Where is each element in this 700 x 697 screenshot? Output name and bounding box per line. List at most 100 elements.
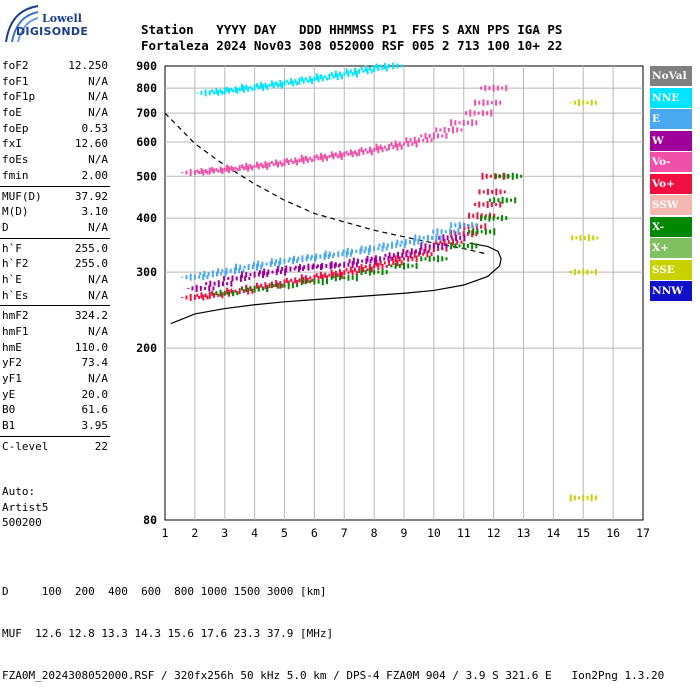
echo-mark xyxy=(462,222,465,228)
echo-mark xyxy=(281,266,284,271)
echo-mark xyxy=(270,161,273,165)
echo-mark xyxy=(476,212,479,220)
echo-mark xyxy=(489,229,492,234)
echo-mark xyxy=(287,81,290,85)
echo-mark xyxy=(239,264,242,270)
echo-mark xyxy=(377,66,380,72)
echo-mark xyxy=(475,243,478,249)
echo-mark xyxy=(493,228,496,236)
echo-mark xyxy=(304,279,307,285)
echo-mark xyxy=(238,288,241,295)
echo-mark xyxy=(241,83,244,91)
echo-mark xyxy=(270,283,273,289)
param-value: N/A xyxy=(88,272,108,286)
echo-mark xyxy=(496,216,499,220)
echo-mark xyxy=(484,85,487,92)
echo-mark xyxy=(217,293,220,297)
echo-mark xyxy=(447,127,450,132)
echo-mark xyxy=(343,151,346,157)
echo-mark xyxy=(205,282,208,286)
echo-mark xyxy=(311,264,314,270)
echo-mark xyxy=(223,290,226,296)
legend-item: NoVal xyxy=(650,66,692,86)
param-label: foEs xyxy=(2,153,29,167)
echo-mark xyxy=(439,235,442,241)
echo-mark xyxy=(478,189,481,195)
echo-mark xyxy=(366,150,369,154)
x-tick-label: 1 xyxy=(162,526,169,540)
echo-mark xyxy=(289,266,292,272)
echo-mark xyxy=(396,239,399,245)
echo-mark xyxy=(213,281,216,286)
echo-mark xyxy=(321,154,324,162)
legend-item: Vo+ xyxy=(650,173,692,194)
echo-mark xyxy=(242,289,245,294)
echo-mark xyxy=(400,144,403,150)
echo-mark xyxy=(578,99,581,107)
echo-mark xyxy=(226,164,229,172)
echo-mark xyxy=(432,256,435,261)
echo-mark xyxy=(383,145,386,149)
echo-mark xyxy=(377,146,380,154)
echo-mark xyxy=(213,292,216,298)
echo-mark xyxy=(507,174,510,179)
echo-mark xyxy=(256,263,259,271)
echo-mark xyxy=(578,270,581,275)
echo-mark xyxy=(381,269,384,276)
echo-mark xyxy=(255,282,258,289)
echo-mark xyxy=(450,230,453,238)
y-tick-label: 80 xyxy=(143,513,157,527)
echo-mark xyxy=(358,148,361,156)
echo-mark xyxy=(226,86,229,92)
echo-mark xyxy=(348,259,351,264)
echo-mark xyxy=(377,270,380,274)
echo-mark xyxy=(328,251,331,257)
param-row: hmE 110.0 xyxy=(0,340,112,356)
echo-mark xyxy=(381,264,384,270)
echo-mark xyxy=(264,161,267,169)
echo-mark xyxy=(410,248,413,255)
echo-mark xyxy=(486,111,489,116)
echo-mark xyxy=(311,278,314,282)
echo-mark xyxy=(450,119,453,127)
echo-mark xyxy=(490,202,493,208)
echo-mark xyxy=(202,274,205,281)
footer-distance-row: D 100 200 400 600 800 1000 1500 3000 [km… xyxy=(2,585,327,598)
echo-mark xyxy=(417,239,420,245)
footer: D 100 200 400 600 800 1000 1500 3000 [km… xyxy=(2,557,664,697)
echo-mark xyxy=(437,243,440,248)
x-tick-label: 3 xyxy=(221,526,228,540)
echo-mark xyxy=(317,156,320,161)
param-label: MUF(D) xyxy=(2,189,42,203)
param-row: B1 3.95 xyxy=(0,418,112,434)
echo-mark xyxy=(437,246,440,252)
echo-mark xyxy=(582,100,585,106)
echo-mark xyxy=(313,155,316,162)
echo-mark xyxy=(398,263,401,268)
echo-mark xyxy=(321,262,324,269)
param-value: 22 xyxy=(94,439,108,453)
echo-mark xyxy=(238,87,241,92)
echo-mark xyxy=(232,89,235,93)
echo-mark xyxy=(345,150,348,154)
echo-mark xyxy=(327,253,330,259)
echo-mark xyxy=(482,190,485,194)
echo-mark xyxy=(408,240,411,245)
echo-mark xyxy=(204,169,207,174)
param-label: h`E xyxy=(2,272,22,286)
echo-mark xyxy=(435,127,438,133)
param-label: fxI xyxy=(2,137,22,151)
echo-mark xyxy=(325,275,328,281)
echo-mark xyxy=(494,173,497,179)
echo-mark xyxy=(375,143,378,151)
echo-mark xyxy=(438,235,441,240)
echo-mark xyxy=(284,268,287,276)
echo-mark xyxy=(414,249,417,254)
echo-mark xyxy=(253,84,256,91)
param-row: fmin 2.00 xyxy=(0,168,112,184)
echo-mark xyxy=(181,296,184,298)
echo-mark xyxy=(385,270,388,275)
echo-mark xyxy=(226,282,229,286)
echo-mark xyxy=(221,281,224,287)
echo-mark xyxy=(310,254,313,258)
